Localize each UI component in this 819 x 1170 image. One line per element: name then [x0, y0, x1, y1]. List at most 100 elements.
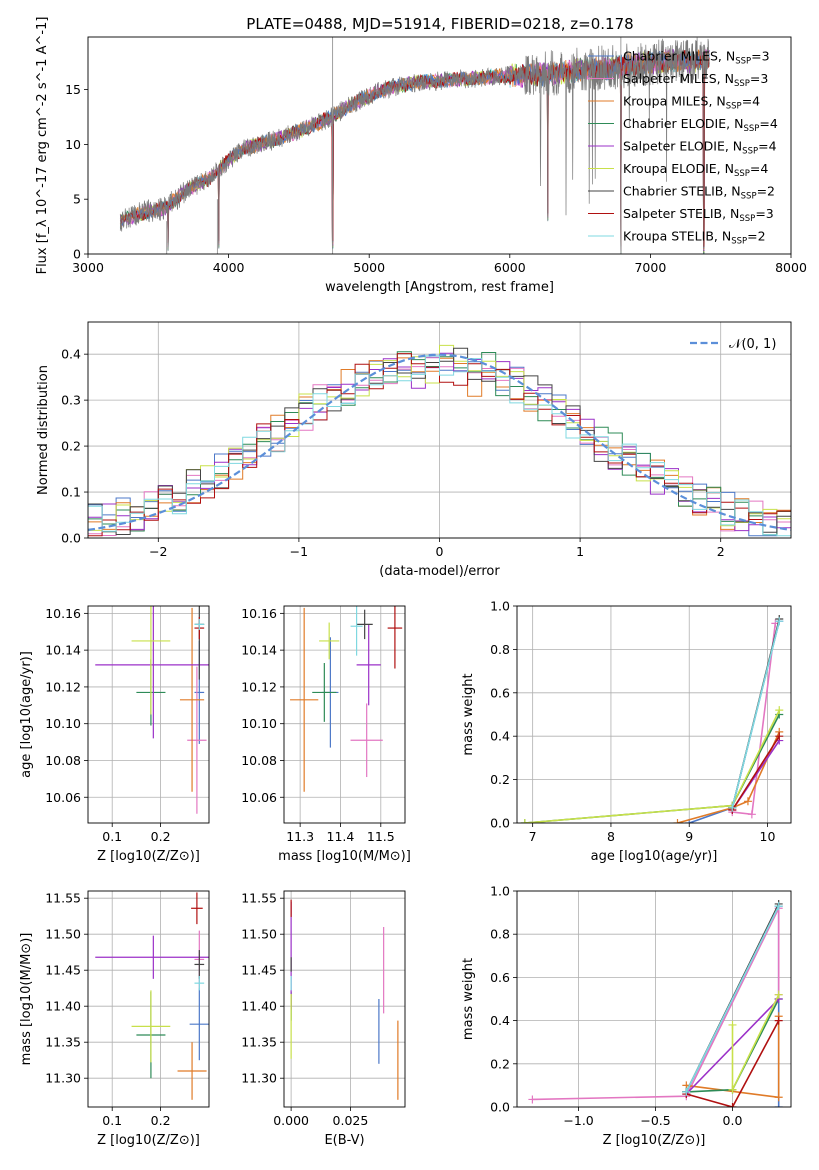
x-axis-label: Z [log10(Z/Z⊙)] [603, 1133, 706, 1148]
axes-frame [87, 321, 792, 539]
axes-frame [283, 890, 406, 1108]
y-tick-label: 10 [65, 137, 81, 152]
y-tick-label: 10.10 [241, 716, 277, 731]
axes-frame [87, 605, 210, 824]
y-tick-label: 0.0 [490, 1100, 510, 1115]
y-tick-label: 11.40 [45, 999, 81, 1014]
legend-rest: =2 [747, 229, 765, 244]
x-tick-label: −2 [149, 544, 167, 559]
y-tick-label: 11.55 [45, 891, 81, 906]
weight-line-chabrier_elodie [524, 714, 781, 823]
x-tick-label: −1.0 [563, 1113, 593, 1128]
weight-point-kroupa_elodie [728, 1085, 737, 1094]
histogram-lines [88, 344, 791, 538]
weight-line-kroupa_elodie [524, 709, 781, 823]
axes-frame [283, 605, 406, 824]
y-axis-label: mass [log10(M/M⊙)] [19, 933, 34, 1066]
y-tick-label: 11.55 [241, 891, 277, 906]
legend-rest: =4 [758, 139, 776, 154]
weight-point-kroupa_miles [743, 797, 752, 806]
y-tick-label: 11.30 [45, 1071, 81, 1086]
x-tick-label: 0.000 [273, 1113, 309, 1128]
legend-rest: =3 [751, 49, 769, 64]
legend-label: 𝒩(0, 1) [729, 337, 776, 352]
y-tick-label: 11.50 [45, 927, 81, 942]
y-tick-label: 5 [73, 192, 81, 207]
y-axis-label: mass weight [461, 958, 476, 1040]
x-axis-label: mass [log10(M/M⊙)] [278, 849, 411, 864]
mass-vs-metallicity-panel: 0.1 0.2 11.30 11.35 11.40 11.45 11.50 11.55 Z [l… [19, 890, 210, 1148]
y-tick-label: 0.6 [490, 685, 510, 700]
x-axis-label: age [log10(age/yr)] [591, 849, 718, 864]
y-tick-label: 0.8 [490, 927, 510, 942]
legend-label: Chabrier MILES, NSSP=3 [623, 49, 770, 67]
y-tick-label: 10.14 [45, 643, 81, 658]
x-tick-label: 9 [685, 829, 693, 844]
y-tick-label: 1.0 [490, 599, 510, 614]
weight-point-kroupa_elodie [774, 990, 783, 999]
y-tick-label: 11.35 [241, 1035, 277, 1050]
x-tick-label: 8000 [775, 260, 807, 275]
x-tick-label: 2 [717, 544, 725, 559]
weight-line-kroupa_elodie [731, 994, 780, 1091]
x-tick-label: 0.2 [151, 829, 171, 844]
legend-label: Salpeter MILES, NSSP=3 [623, 71, 768, 89]
x-tick-label: 0 [436, 544, 444, 559]
y-tick-label: 10.16 [241, 606, 277, 621]
x-tick-label: 7 [529, 829, 537, 844]
spectrum-legend: Chabrier MILES, NSSP=3 Salpeter MILES, NS… [588, 49, 778, 247]
x-axis-label: E(B-V) [324, 1133, 364, 1148]
x-tick-label: 11.3 [286, 829, 314, 844]
x-tick-label: 0.1 [102, 829, 122, 844]
weight-point-salpeter_stelib [774, 1016, 783, 1025]
y-tick-label: 0.4 [490, 729, 510, 744]
weight-line-chabrier_miles [688, 621, 781, 823]
age-vs-metallicity-panel: 0.1 0.2 10.06 10.08 10.10 10.12 10.14 10.16 Z [l… [19, 605, 210, 864]
y-tick-label: 0.3 [61, 393, 81, 408]
weight-point-salpeter_miles [747, 810, 756, 819]
weight-point-salpeter_miles [528, 1095, 537, 1104]
age-vs-mass-panel: 11.3 11.4 11.5 10.06 10.08 10.10 10.12 10.14 10.… [241, 605, 411, 864]
y-axis-label: Normed distribution [36, 365, 51, 495]
legend-sub: SSP [735, 57, 751, 67]
x-tick-label: 11.4 [327, 829, 355, 844]
legend-sub: SSP [731, 237, 747, 247]
y-tick-label: 0.2 [490, 1056, 510, 1071]
y-tick-label: 0.0 [61, 531, 81, 546]
legend-rest: =4 [750, 161, 768, 176]
x-tick-label: −0.5 [640, 1113, 670, 1128]
axes-frame [516, 605, 792, 824]
errorbar-group [290, 606, 403, 792]
legend-rest: =4 [759, 116, 777, 131]
legend-sub: SSP [726, 102, 742, 112]
weight-point-kroupa_miles [673, 819, 682, 823]
weight-point-kroupa_elodie [728, 1020, 737, 1029]
y-tick-label: 15 [65, 82, 81, 97]
y-tick-label: 11.50 [241, 927, 277, 942]
spectrum-lines [119, 37, 710, 254]
y-tick-label: 0 [73, 247, 81, 262]
y-tick-label: 10.06 [45, 790, 81, 805]
weight-line-salpeter_stelib [731, 735, 780, 811]
x-tick-label: −1 [290, 544, 308, 559]
errorbar-group [290, 899, 399, 1100]
x-tick-label: 0.2 [151, 1113, 171, 1128]
weight-point-salpeter_stelib [775, 732, 784, 741]
y-tick-label: 0.1 [61, 485, 81, 500]
legend-label: Chabrier STELIB, NSSP=2 [623, 184, 775, 202]
weight-point-kroupa_stelib [682, 1087, 691, 1096]
residuals-panel: −2 −1 0 1 2 0.0 0.1 0.2 0.3 0.4 (data-model)/error… [36, 321, 792, 579]
y-axis-label: age [log10(age/yr)] [19, 651, 34, 778]
y-tick-label: 10.12 [241, 679, 277, 694]
y-axis-label: mass weight [461, 673, 476, 755]
legend-sub: SSP [743, 124, 759, 134]
legend-label: Salpeter STELIB, NSSP=3 [623, 206, 774, 224]
x-axis-label: Z [log10(Z/Z⊙)] [97, 1133, 200, 1148]
axes-frame [516, 890, 792, 1108]
weight-point-chabrier_miles [774, 1103, 783, 1107]
x-tick-label: 0.025 [333, 1113, 369, 1128]
x-axis-label: wavelength [Angstrom, rest frame] [325, 280, 554, 295]
legend-sub: SSP [742, 147, 758, 157]
y-tick-label: 11.40 [241, 999, 277, 1014]
